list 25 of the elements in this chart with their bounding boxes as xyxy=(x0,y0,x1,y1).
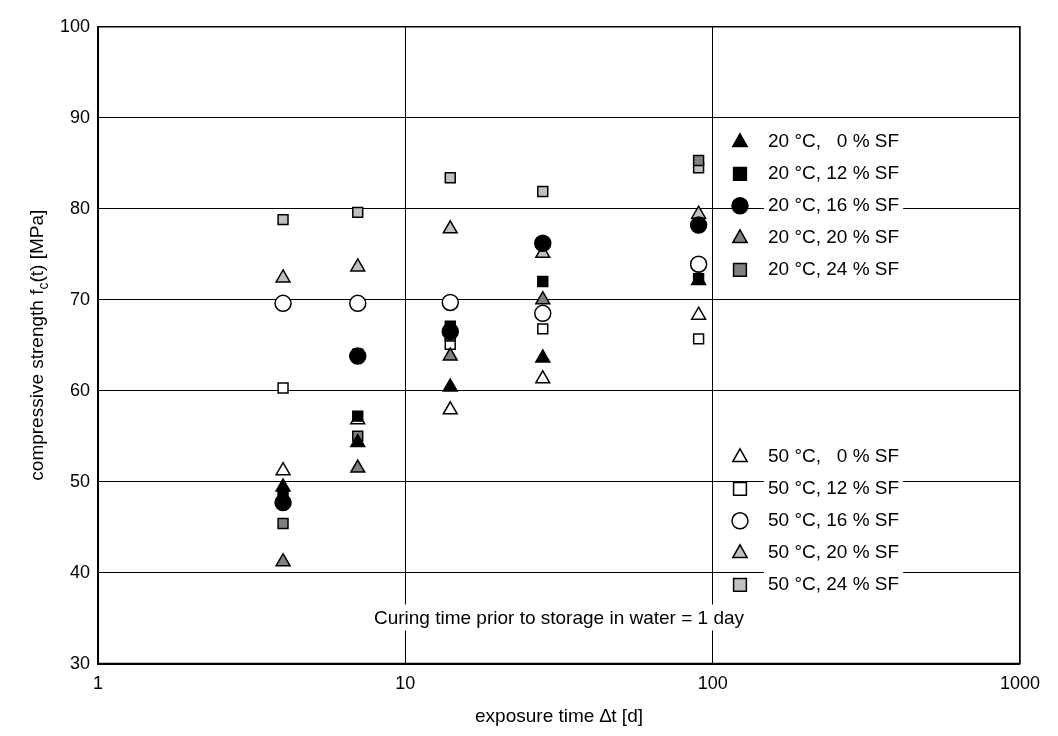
legend-label: 50 °C, 0 % SF xyxy=(767,445,900,467)
y-tick-label: 80 xyxy=(70,197,91,218)
y-axis-title: compressive strength fc(t) [MPa] xyxy=(26,209,51,481)
y-tick-label: 60 xyxy=(70,379,91,400)
x-tick-label: 10 xyxy=(395,673,416,694)
legend-label: 20 °C, 24 % SF xyxy=(767,258,900,280)
legend-label: 50 °C, 24 % SF xyxy=(767,573,900,595)
legend-label: 50 °C, 20 % SF xyxy=(767,541,900,563)
x-axis-title: exposure time ∆t [d] xyxy=(475,704,643,726)
x-tick-label: 1 xyxy=(93,673,104,694)
legend-label: 20 °C, 16 % SF xyxy=(767,194,900,216)
x-tick-label: 100 xyxy=(697,673,728,694)
legend-label: 50 °C, 12 % SF xyxy=(767,477,900,499)
annotation: Curing time prior to storage in water = 1 day xyxy=(373,606,745,628)
x-tick-label: 1000 xyxy=(999,673,1040,694)
legend-label: 20 °C, 20 % SF xyxy=(767,226,900,248)
y-tick-label: 30 xyxy=(70,652,91,673)
y-tick-label: 100 xyxy=(59,15,91,36)
legend-label: 20 °C, 0 % SF xyxy=(767,130,900,152)
legend-label: 20 °C, 12 % SF xyxy=(767,162,900,184)
y-tick-label: 40 xyxy=(70,561,91,582)
y-tick-label: 50 xyxy=(70,470,91,491)
y-tick-label: 70 xyxy=(70,288,91,309)
y-tick-label: 90 xyxy=(70,106,91,127)
legend-label: 50 °C, 16 % SF xyxy=(767,509,900,531)
